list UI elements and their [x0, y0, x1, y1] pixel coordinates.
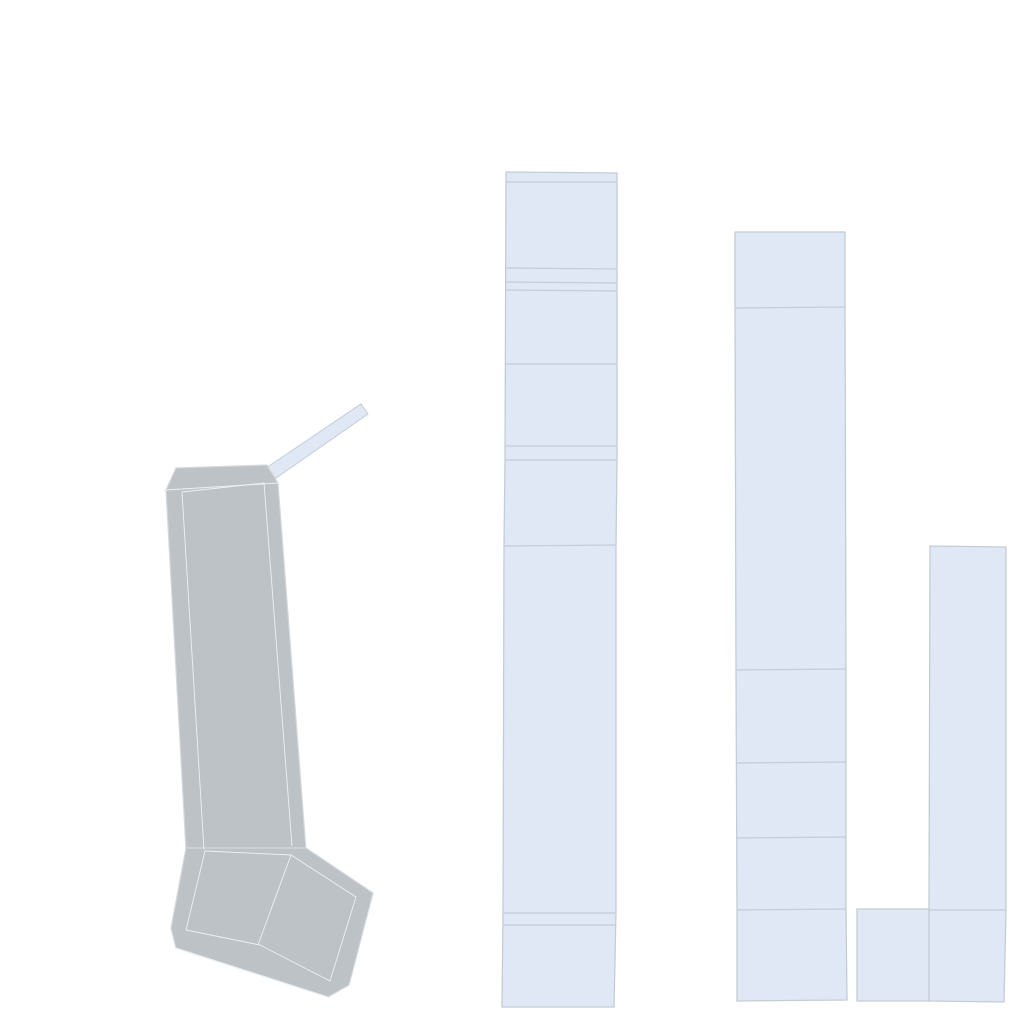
tall-column-seam [505, 289, 618, 292]
boot-leg-bevel-left [181, 491, 205, 851]
medium-column-seam [736, 761, 847, 764]
short-block-column [928, 545, 1007, 1003]
medium-block-column [734, 231, 848, 1002]
boot-foot [170, 847, 374, 998]
tall-column-seam [505, 281, 618, 284]
boot-leg-bevel [181, 482, 293, 847]
medium-column-seam [736, 836, 847, 839]
short-column-body [928, 545, 1007, 1003]
medium-column-body [734, 231, 848, 1002]
small-square-block [856, 908, 930, 1002]
boot-sole-edge [175, 947, 329, 998]
tall-column-body [501, 171, 618, 1008]
small-square-body [856, 908, 930, 1002]
boot-foot-crease [257, 854, 292, 946]
tall-column-seam [505, 267, 618, 270]
boot-top-edge [165, 482, 279, 491]
tall-column-seam [503, 544, 617, 547]
gray-boot-shape [165, 464, 374, 998]
boot-leg [165, 464, 307, 851]
medium-column-seam [736, 908, 847, 911]
medium-column-seam [734, 306, 846, 309]
tall-block-column [501, 171, 618, 1008]
thin-rod [265, 403, 369, 479]
medium-column-seam [735, 668, 847, 671]
